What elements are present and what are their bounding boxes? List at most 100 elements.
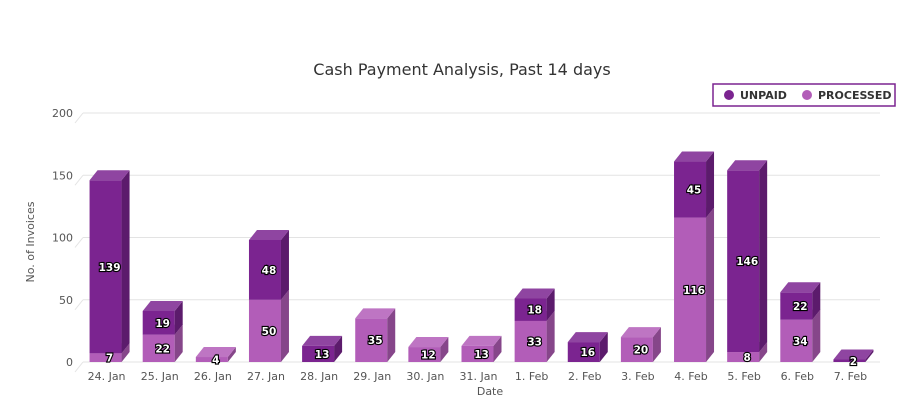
bar-top [355, 308, 396, 319]
x-tick-label: 27. Jan [247, 370, 285, 383]
data-label: 34 [793, 336, 808, 348]
x-tick-label: 31. Jan [460, 370, 498, 383]
x-axis-ticks: 24. Jan 25. Jan 26. Jan 27. Jan 28. Jan 29. J… [88, 370, 868, 383]
legend-item-processed[interactable]: PROCESSED [802, 89, 891, 102]
bar-side [280, 289, 289, 362]
bar-side [652, 327, 661, 362]
y-axis-ticks: 0 50 100 150 200 [52, 107, 73, 369]
data-label: 50 [262, 326, 277, 338]
bar-front [89, 180, 122, 354]
grid-line [74, 361, 84, 373]
x-axis-title: Date [477, 385, 504, 398]
bar-unpaid[interactable] [142, 300, 183, 335]
bar-front [248, 299, 281, 362]
bar-processed[interactable] [195, 347, 236, 362]
bar-front [355, 318, 388, 362]
bar-side [865, 349, 874, 362]
bar-processed[interactable] [461, 335, 502, 362]
data-label: 2 [850, 356, 857, 368]
data-label: 19 [155, 318, 170, 330]
bar-front [727, 170, 760, 353]
data-label: 139 [99, 262, 121, 274]
bar-front [727, 352, 760, 362]
chart-title: Cash Payment Analysis, Past 14 days [313, 60, 610, 79]
bar-side [174, 300, 183, 335]
bar-unpaid[interactable] [514, 288, 555, 321]
bar-top [674, 151, 715, 162]
bar-unpaid[interactable] [302, 335, 343, 362]
data-label: 8 [744, 352, 751, 364]
bar-unpaid[interactable] [780, 282, 821, 320]
y-tick-label: 0 [66, 356, 73, 369]
legend-label-unpaid: UNPAID [740, 89, 787, 102]
bar-front [833, 359, 866, 362]
bar-front [674, 217, 707, 362]
x-tick-label: 2. Feb [568, 370, 601, 383]
bar-unpaid[interactable] [567, 332, 608, 362]
bar-front [461, 345, 494, 362]
legend: UNPAID PROCESSED [712, 83, 896, 107]
legend-marker-unpaid [724, 90, 734, 100]
bar-side [812, 309, 821, 362]
bar-processed[interactable] [620, 327, 661, 362]
bar-unpaid[interactable] [833, 349, 874, 362]
bar-front [142, 310, 175, 335]
bar-side [706, 151, 715, 218]
bar-top [408, 337, 449, 348]
bars [89, 151, 874, 362]
bar-side [759, 160, 768, 353]
x-tick-label: 1. Feb [515, 370, 548, 383]
legend-label-processed: PROCESSED [818, 89, 891, 102]
data-label: 22 [793, 301, 808, 313]
y-tick-label: 50 [59, 294, 73, 307]
grid-line [74, 112, 84, 124]
grid-line [74, 174, 84, 186]
x-tick-label: 7. Feb [834, 370, 867, 383]
bar-top [302, 335, 343, 346]
data-label: 116 [683, 285, 705, 297]
bar-top [461, 335, 502, 346]
bar-top [833, 349, 874, 360]
x-tick-label: 25. Jan [141, 370, 179, 383]
bar-side [706, 207, 715, 362]
grid-line [74, 237, 84, 248]
bar-processed[interactable] [355, 308, 396, 362]
legend-item-unpaid[interactable]: UNPAID [724, 89, 787, 102]
bar-unpaid[interactable] [674, 151, 715, 218]
bar-unpaid[interactable] [248, 229, 289, 300]
y-axis-title: No. of Invoices [24, 201, 37, 282]
bar-top [89, 170, 130, 181]
data-label: 146 [736, 256, 758, 268]
bar-top [727, 160, 768, 171]
bar-front [780, 292, 813, 320]
bar-side [121, 170, 130, 354]
bar-top [142, 300, 183, 311]
data-label: 18 [527, 305, 542, 317]
bar-top [514, 288, 555, 299]
bar-front [620, 337, 653, 362]
bar-front [89, 353, 122, 362]
bar-side [599, 332, 608, 362]
data-label: 20 [634, 345, 649, 357]
bar-side [227, 347, 236, 362]
y-tick-label: 100 [52, 232, 73, 245]
data-label: 12 [421, 350, 436, 362]
bar-unpaid[interactable] [727, 160, 768, 353]
x-tick-label: 3. Feb [621, 370, 654, 383]
bar-front [408, 347, 441, 362]
data-label: 4 [212, 355, 219, 367]
x-tick-label: 29. Jan [353, 370, 391, 383]
x-tick-label: 6. Feb [781, 370, 814, 383]
bar-side [280, 229, 289, 300]
bar-unpaid[interactable] [89, 170, 130, 354]
grid-line [74, 299, 84, 311]
bar-front [195, 357, 228, 362]
bar-front [514, 298, 547, 321]
bar-processed[interactable] [408, 337, 449, 362]
data-label: 22 [155, 343, 170, 355]
bar-front [674, 161, 707, 218]
x-tick-label: 26. Jan [194, 370, 232, 383]
bar-top [567, 332, 608, 343]
legend-marker-processed [802, 90, 812, 100]
